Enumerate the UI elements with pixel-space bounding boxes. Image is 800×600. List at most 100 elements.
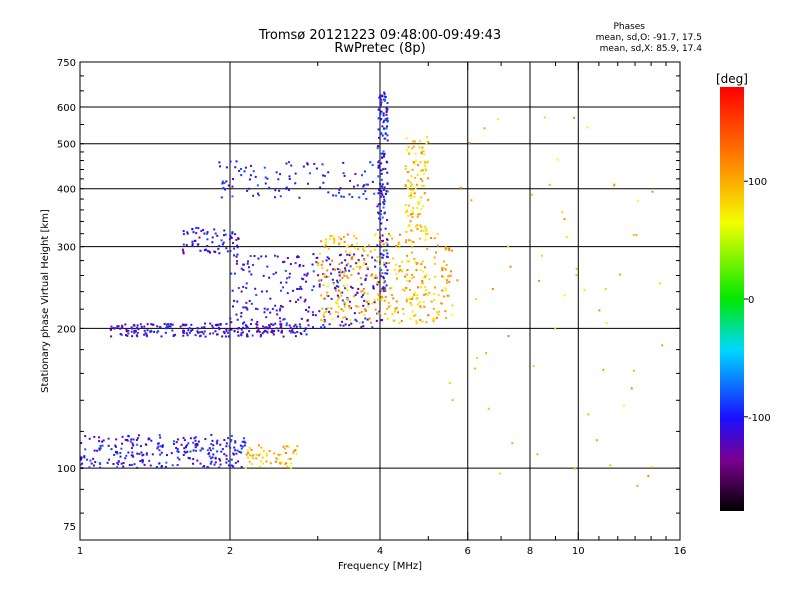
data-point: [276, 255, 279, 258]
data-point: [263, 311, 266, 314]
data-point: [325, 259, 328, 262]
data-point: [269, 311, 272, 314]
data-point: [379, 272, 382, 275]
data-point: [385, 284, 388, 287]
data-point: [432, 320, 435, 323]
data-point: [219, 323, 222, 326]
data-point: [235, 452, 238, 455]
data-point: [420, 226, 423, 229]
data-point: [412, 161, 415, 164]
data-point: [197, 227, 200, 230]
data-point: [285, 186, 288, 189]
data-point: [383, 92, 386, 95]
data-point: [420, 184, 423, 187]
data-point: [190, 329, 193, 332]
data-point: [431, 318, 434, 321]
data-point: [386, 272, 389, 275]
data-point: [288, 324, 291, 327]
data-point: [247, 451, 250, 454]
data-point: [380, 272, 383, 275]
data-point: [320, 263, 323, 266]
data-point: [332, 194, 335, 197]
data-point: [360, 283, 363, 286]
data-point: [355, 237, 358, 240]
data-point: [386, 120, 389, 123]
data-point: [237, 287, 240, 290]
data-point: [420, 208, 423, 211]
data-point: [451, 249, 454, 252]
data-point: [380, 245, 383, 248]
data-point: [451, 313, 454, 316]
data-point: [260, 446, 263, 449]
data-point: [411, 140, 414, 143]
data-point: [295, 452, 298, 455]
data-point: [414, 187, 417, 190]
data-point: [240, 315, 243, 318]
data-point: [285, 162, 288, 165]
data-point: [377, 106, 380, 109]
data-point: [422, 270, 425, 273]
data-point: [269, 462, 272, 465]
data-point: [336, 268, 339, 271]
data-point: [387, 301, 390, 304]
data-point: [322, 313, 325, 316]
y-tick-label: 500: [57, 140, 76, 151]
data-point: [249, 174, 252, 177]
data-point: [406, 210, 409, 213]
data-point: [186, 444, 189, 447]
data-point: [269, 297, 272, 300]
data-point: [183, 329, 186, 332]
data-point: [240, 267, 243, 270]
data-point: [419, 169, 422, 172]
data-point: [383, 299, 386, 302]
data-point: [214, 324, 217, 327]
data-point: [230, 434, 233, 437]
data-point: [326, 256, 329, 259]
data-point: [341, 299, 344, 302]
data-point: [424, 285, 427, 288]
data-point: [245, 327, 248, 330]
data-point: [279, 281, 282, 284]
data-point: [196, 331, 199, 334]
data-point: [337, 191, 340, 194]
data-point: [145, 453, 148, 456]
data-point: [350, 273, 353, 276]
data-point: [221, 180, 224, 183]
data-point: [395, 273, 398, 276]
data-point: [280, 323, 283, 326]
data-point: [376, 145, 379, 148]
data-point: [380, 269, 383, 272]
data-point: [323, 273, 326, 276]
data-point: [373, 277, 376, 280]
data-point: [334, 267, 337, 270]
data-point: [407, 179, 410, 182]
data-point: [636, 200, 639, 203]
data-point: [358, 312, 361, 315]
x-axis: 1 2 4 6 8 10 16: [77, 62, 686, 557]
data-point: [428, 278, 431, 281]
data-point: [332, 283, 335, 286]
data-point: [159, 445, 162, 448]
data-point: [122, 465, 125, 468]
x-tick-label: 10: [572, 546, 585, 557]
data-point: [299, 332, 302, 335]
data-point: [410, 196, 413, 199]
colorbar-tick-label: 100: [748, 177, 767, 188]
data-point: [363, 249, 366, 252]
data-point: [345, 245, 348, 248]
data-point: [236, 330, 239, 333]
data-point: [268, 324, 271, 327]
data-point: [373, 234, 376, 237]
data-point: [143, 329, 146, 332]
data-point: [273, 329, 276, 332]
data-point: [342, 172, 345, 175]
data-point: [287, 188, 290, 191]
data-point: [345, 264, 348, 267]
data-point: [379, 203, 382, 206]
data-point: [345, 275, 348, 278]
data-point: [381, 156, 384, 159]
data-point: [288, 276, 291, 279]
data-point: [327, 248, 330, 251]
data-point: [145, 335, 148, 338]
